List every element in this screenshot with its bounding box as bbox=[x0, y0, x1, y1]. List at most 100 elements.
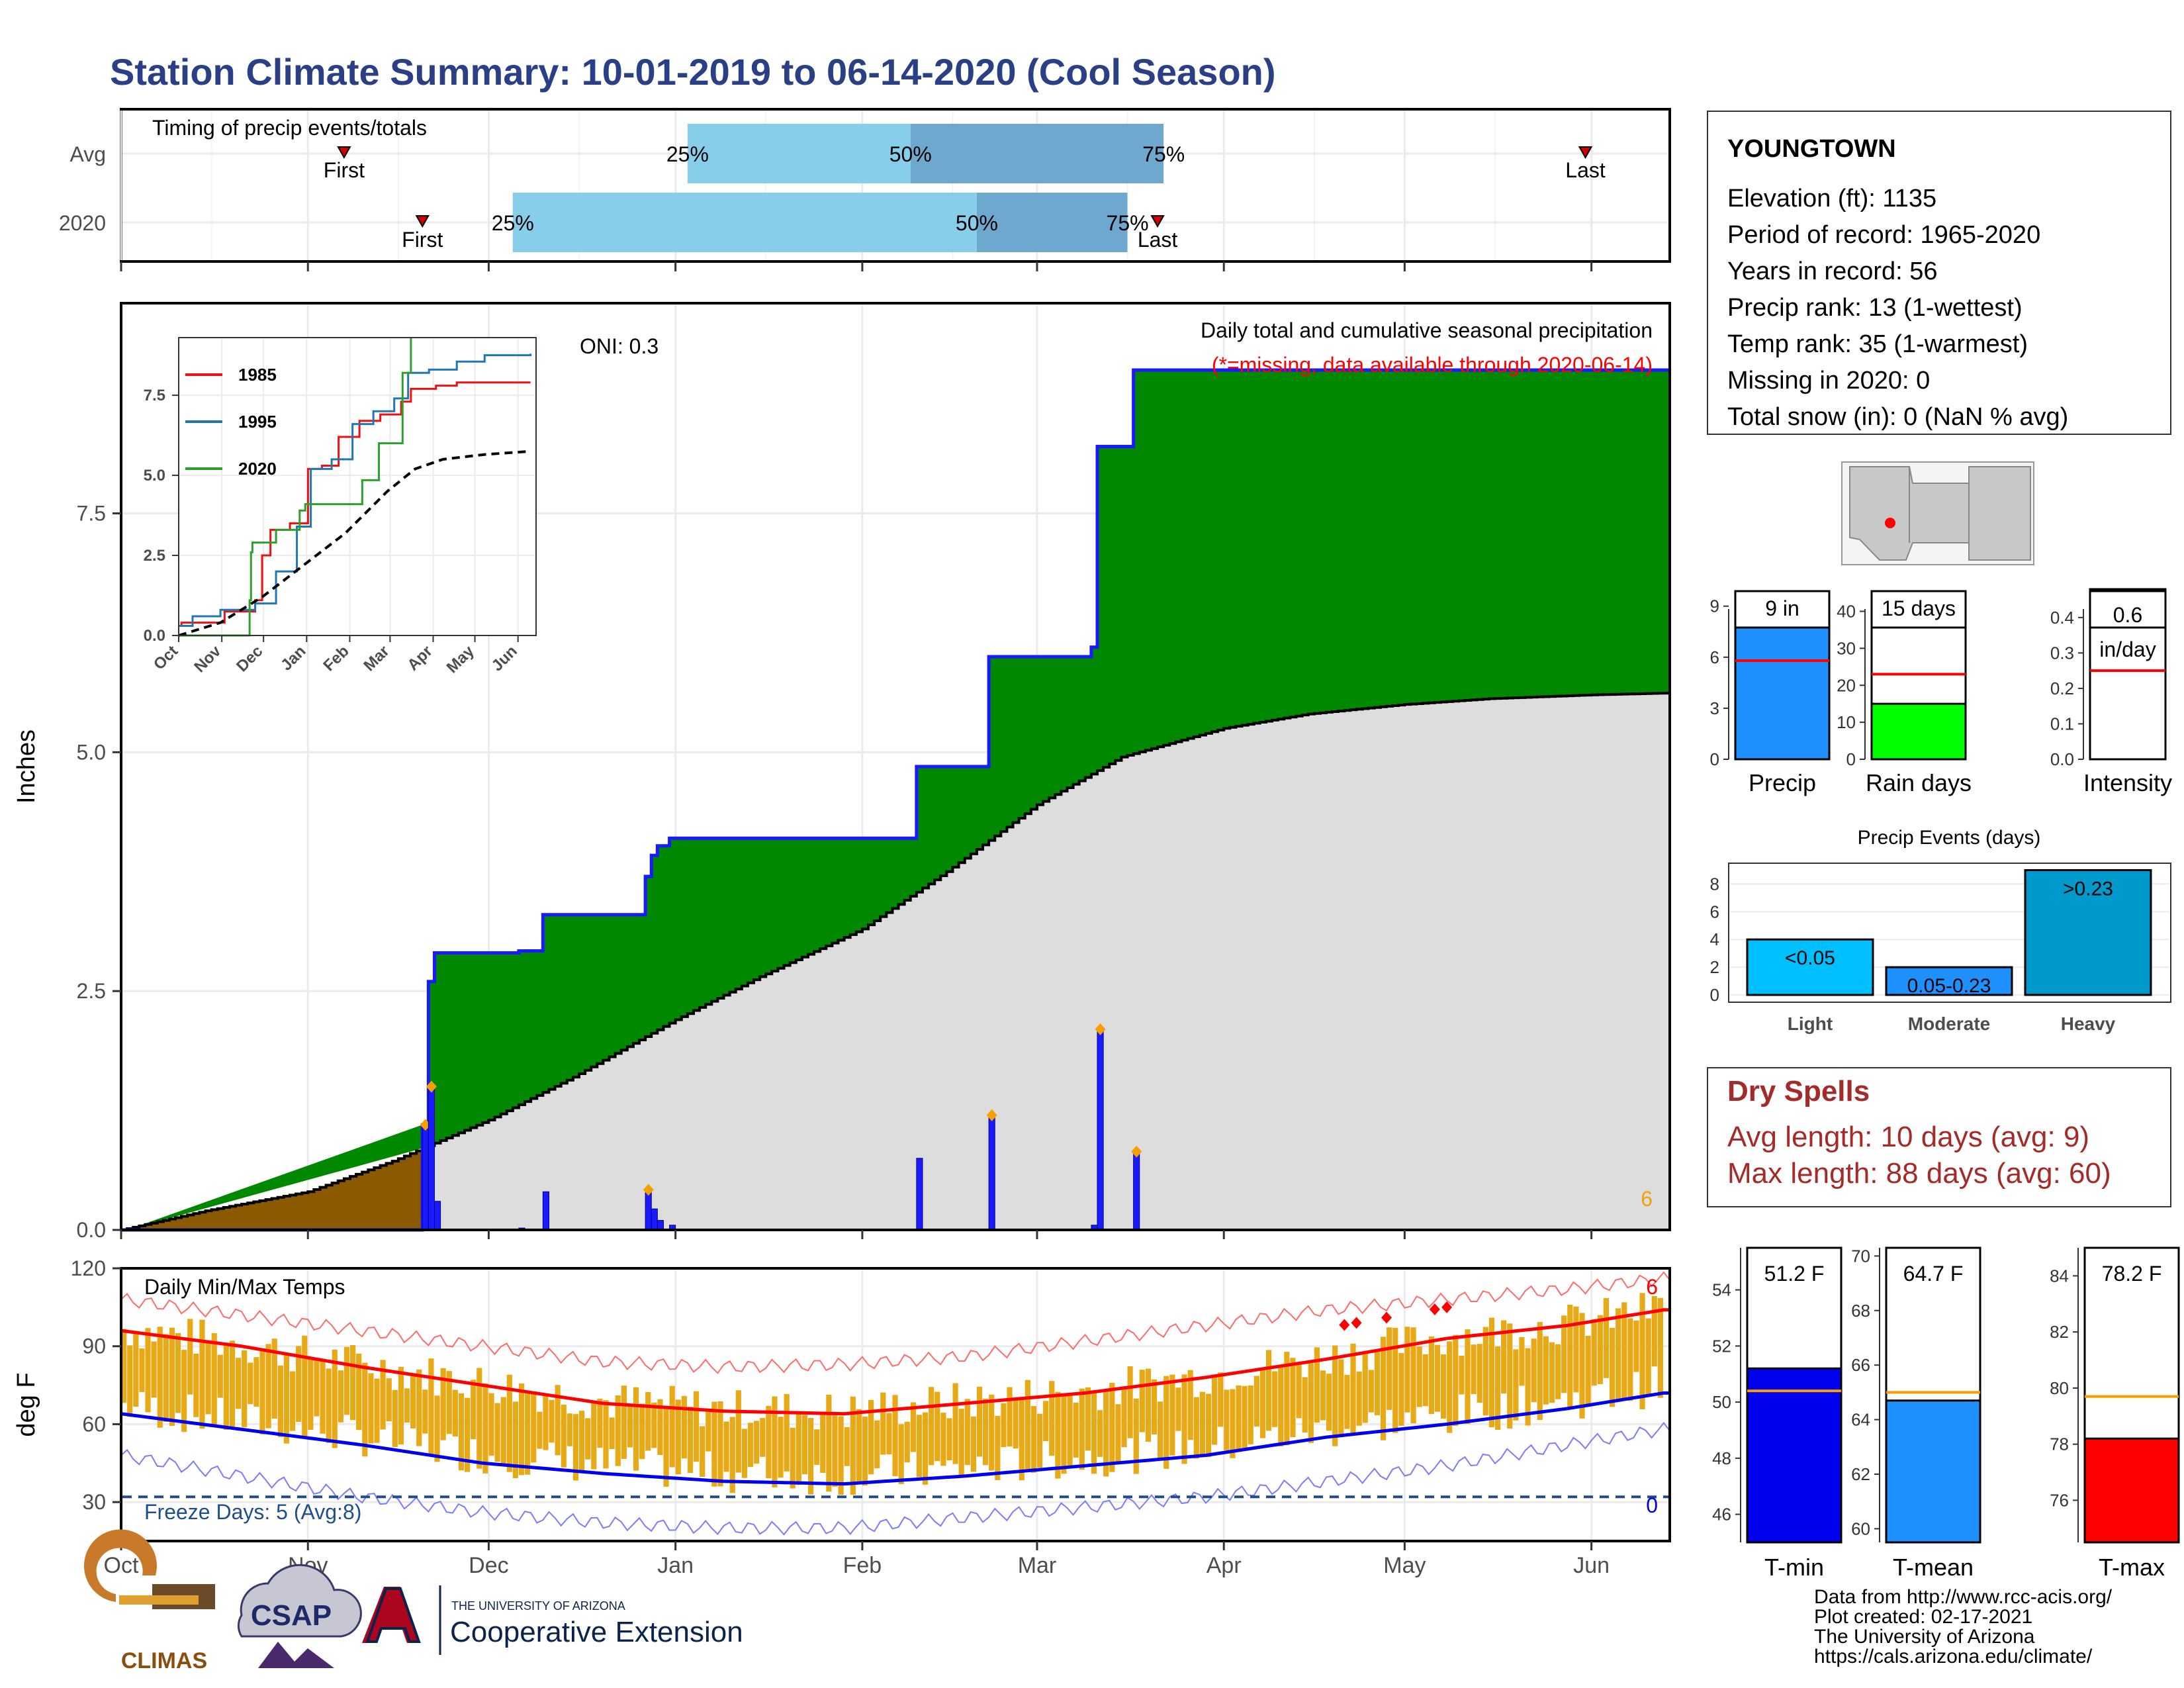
daily-temp-bar bbox=[320, 1360, 326, 1434]
daily-temp-bar bbox=[844, 1427, 850, 1466]
daily-temp-bar bbox=[1651, 1295, 1657, 1367]
dry-spells: Dry Spells Avg length: 10 days (avg: 9) … bbox=[1707, 1067, 2171, 1207]
month-label: Jan bbox=[657, 1553, 694, 1578]
daily-temp-bar bbox=[1410, 1327, 1416, 1424]
summary-value-box bbox=[1734, 590, 1831, 629]
daily-precip-bar bbox=[433, 1201, 441, 1231]
dry-spells-title: Dry Spells bbox=[1727, 1075, 1870, 1107]
daily-temp-bar bbox=[1591, 1319, 1597, 1386]
summary-tick-label: 0.2 bbox=[2050, 679, 2074, 698]
summary-value-box bbox=[2089, 590, 2167, 629]
daily-precip-marker bbox=[986, 1109, 997, 1121]
daily-temp-bar bbox=[946, 1418, 952, 1460]
daily-temp-bar bbox=[1049, 1381, 1055, 1456]
daily-temp-bar bbox=[970, 1416, 977, 1472]
temp-chart: Daily Min/Max Temps Freeze Days: 5 (Avg:… bbox=[13, 1256, 1671, 1578]
daily-temp-bar bbox=[1314, 1347, 1320, 1423]
event-bar-light bbox=[1746, 938, 1874, 996]
daily-temp-bar bbox=[856, 1409, 862, 1484]
daily-temp-bar bbox=[242, 1350, 248, 1428]
record-high-marker bbox=[1339, 1319, 1350, 1331]
temp-summary-tick-label: 76 bbox=[2050, 1490, 2069, 1510]
daily-temp-bar bbox=[248, 1362, 253, 1405]
daily-precip-bar bbox=[916, 1158, 923, 1231]
normal-min-line bbox=[120, 1391, 1670, 1486]
month-label: Jun bbox=[1573, 1553, 1610, 1578]
temp-summary-tick-label: 54 bbox=[1712, 1280, 1731, 1300]
daily-temp-bar bbox=[169, 1327, 175, 1427]
daily-temp-bar bbox=[940, 1413, 946, 1466]
daily-temp-bar bbox=[1477, 1344, 1482, 1403]
daily-temp-bar bbox=[543, 1394, 549, 1450]
daily-temp-bar bbox=[1158, 1401, 1163, 1460]
normal-max-line bbox=[120, 1308, 1670, 1416]
daily-temp-bar bbox=[1447, 1341, 1453, 1433]
month-label: Apr bbox=[1206, 1553, 1242, 1578]
daily-temp-bar bbox=[826, 1394, 832, 1492]
daily-temp-bar bbox=[820, 1413, 826, 1473]
daily-temp-bar bbox=[1242, 1385, 1248, 1449]
timing-bar-q50-q75 bbox=[910, 124, 1164, 183]
temp-summary-value-label: 51.2 F bbox=[1764, 1262, 1825, 1286]
daily-temp-bar bbox=[151, 1341, 157, 1398]
daily-temp-bar bbox=[754, 1421, 760, 1464]
daily-precip-bar bbox=[422, 1124, 429, 1231]
timing-grid bbox=[120, 111, 1668, 271]
daily-temp-bar bbox=[308, 1358, 314, 1430]
daily-precip-marker bbox=[643, 1184, 654, 1196]
daily-temp-bar bbox=[1639, 1293, 1645, 1409]
event-bar-label: >0.23 bbox=[2063, 878, 2113, 900]
climas-logo: CLIMAS bbox=[83, 1529, 215, 1673]
daily-temp-bar bbox=[862, 1416, 868, 1486]
daily-temp-bar bbox=[512, 1401, 519, 1478]
daily-temp-bar bbox=[832, 1415, 838, 1487]
daily-temp-bar bbox=[741, 1429, 748, 1478]
daily-temp-bar bbox=[1609, 1327, 1615, 1407]
daily-temp-bar bbox=[1525, 1348, 1531, 1426]
event-category-label: Light bbox=[1788, 1013, 1833, 1034]
daily-temp-bar bbox=[338, 1370, 343, 1423]
summary-tick-label: 0 bbox=[1710, 749, 1719, 769]
daily-temp-bar bbox=[1627, 1318, 1633, 1401]
daily-temp-bar bbox=[958, 1409, 964, 1476]
summary-value-label: 9 in bbox=[1765, 596, 1799, 620]
daily-temp-bar bbox=[265, 1344, 271, 1429]
daily-temp-bar bbox=[446, 1371, 452, 1434]
daily-temp-bar bbox=[477, 1368, 482, 1469]
daily-temp-bar bbox=[1428, 1336, 1434, 1415]
daily-temp-bar bbox=[1265, 1350, 1272, 1431]
inset-legend-label: 1995 bbox=[238, 412, 277, 432]
page-title: Station Climate Summary: 10-01-2019 to 0… bbox=[110, 51, 1276, 93]
ua-logo-big-text: Cooperative Extension bbox=[450, 1616, 743, 1648]
daily-temp-bar bbox=[349, 1345, 356, 1421]
timing-2020-p50: 50% bbox=[956, 211, 998, 235]
daily-temp-bar bbox=[1109, 1382, 1115, 1472]
daily-temp-bar bbox=[302, 1335, 308, 1436]
station-location-dot bbox=[1885, 518, 1895, 528]
daily-temp-bar bbox=[778, 1417, 784, 1478]
record-min-line bbox=[120, 1421, 1670, 1536]
daily-temp-bar bbox=[1513, 1349, 1519, 1421]
daily-temp-bar bbox=[163, 1334, 169, 1423]
summary-tick-label: 0.1 bbox=[2050, 714, 2074, 733]
daily-temp-bar bbox=[1422, 1354, 1428, 1407]
daily-temp-bar bbox=[1362, 1353, 1368, 1423]
daily-temp-bar bbox=[229, 1340, 236, 1427]
daily-temp-bar bbox=[1392, 1327, 1398, 1433]
daily-temp-bar bbox=[801, 1415, 808, 1475]
month-label: Feb bbox=[843, 1553, 882, 1578]
daily-temp-bar bbox=[934, 1391, 940, 1462]
normal-cumulative-area bbox=[121, 693, 1670, 1230]
daily-temp-bar bbox=[964, 1399, 970, 1466]
daily-precip-bar bbox=[1097, 1029, 1104, 1231]
timing-2020-last-label: Last bbox=[1138, 228, 1178, 252]
daily-precip-bar bbox=[651, 1208, 658, 1231]
daily-temp-bar bbox=[747, 1423, 754, 1468]
daily-temp-bar bbox=[259, 1348, 265, 1434]
temp-summary-bar-t-mean bbox=[1885, 1399, 1981, 1544]
daily-temp-bar bbox=[1597, 1315, 1603, 1384]
freeze-days-label: Freeze Days: 5 (Avg:8) bbox=[144, 1500, 361, 1524]
daily-temp-bar bbox=[187, 1319, 193, 1395]
daily-temp-bar bbox=[1212, 1374, 1218, 1445]
daily-temp-bar bbox=[1482, 1327, 1488, 1416]
